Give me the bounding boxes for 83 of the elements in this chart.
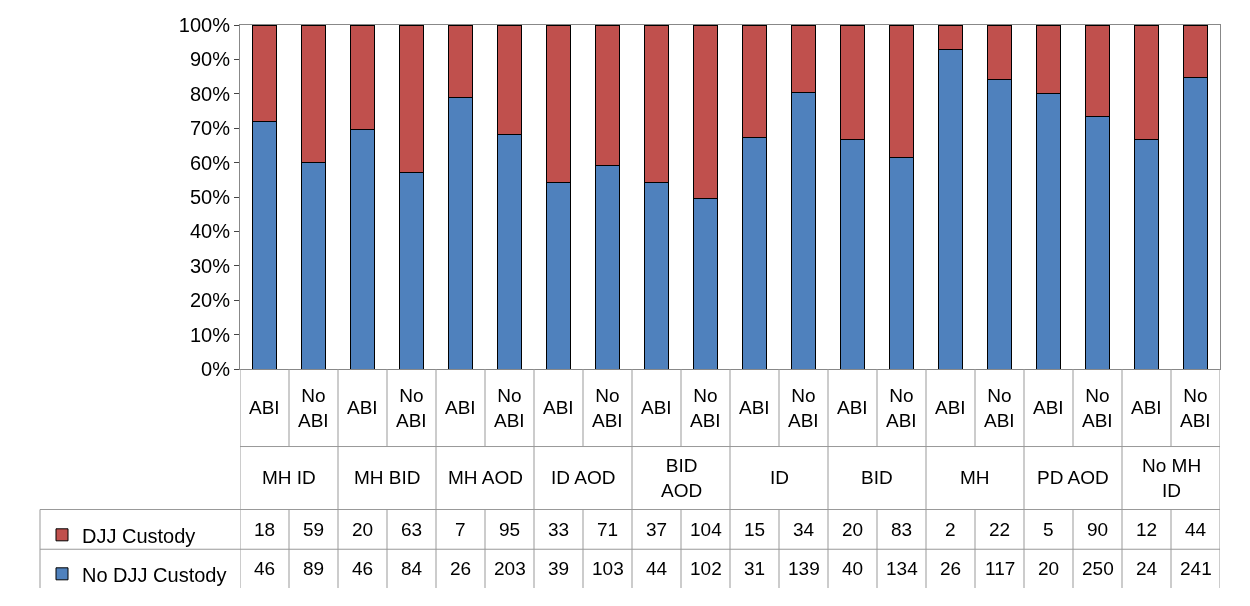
text: 31 [744, 558, 766, 579]
text: 103 [592, 558, 624, 579]
text: 46 [352, 558, 374, 579]
text: 84 [401, 558, 423, 579]
y-tick-label: 50% [189, 186, 231, 208]
text: MH AOD [448, 467, 523, 488]
text: 18 [254, 519, 276, 540]
text: PD AOD [1037, 467, 1109, 488]
y-tick-label: 30% [189, 254, 231, 277]
x-tick-label: No ABI [592, 385, 623, 431]
text: 104 [690, 519, 723, 540]
x-tick-label: No ABI [690, 385, 721, 431]
y-tick-label: 60% [189, 151, 231, 174]
text: 37 [646, 519, 668, 540]
text: 117 [985, 558, 1016, 579]
text: 33 [548, 519, 570, 540]
text: 20 [352, 519, 374, 540]
text: 203 [494, 558, 526, 579]
text: 139 [788, 558, 820, 579]
text: 24 [1136, 558, 1158, 579]
text: 134 [886, 558, 919, 579]
text: MH [960, 467, 990, 488]
text: 44 [646, 558, 668, 579]
text: 12 [1136, 519, 1158, 540]
x-tick-label: ABI [739, 397, 770, 418]
text: MH BID [354, 467, 421, 488]
x-tick-label: No ABI [886, 385, 917, 431]
text: 7 [455, 519, 466, 540]
text: BID AOD [661, 455, 703, 501]
y-tick-label: 10% [189, 323, 231, 346]
x-tick-label: ABI [347, 397, 378, 418]
y-tick-label: 0% [201, 358, 231, 380]
text: 26 [450, 558, 472, 579]
x-tick-label: ABI [543, 397, 574, 418]
text: 46 [254, 558, 276, 579]
text: 59 [303, 519, 325, 540]
x-tick-label: No ABI [1180, 385, 1211, 431]
x-tick-label: ABI [641, 397, 672, 418]
text: 26 [940, 558, 962, 579]
legend-label: No DJJ Custody [82, 563, 227, 586]
text: 63 [401, 519, 423, 540]
x-tick-label: No ABI [1082, 385, 1113, 431]
text: 95 [499, 519, 521, 540]
text: No MH ID [1142, 455, 1202, 501]
x-tick-label: ABI [445, 397, 476, 418]
y-tick-label: 20% [189, 289, 231, 312]
x-tick-label: ABI [935, 397, 966, 418]
legend-label: DJJ Custody [82, 524, 196, 547]
text: 40 [842, 558, 864, 579]
text: 89 [303, 558, 325, 579]
text: 83 [891, 519, 913, 540]
y-tick-label: 100% [178, 14, 231, 36]
text: 90 [1087, 519, 1109, 540]
text: 2 [945, 519, 956, 540]
x-tick-label: ABI [1033, 397, 1064, 418]
text: 22 [989, 519, 1011, 540]
text: 102 [690, 558, 722, 579]
text: MH ID [262, 467, 316, 488]
text: ID [770, 467, 789, 488]
y-tick-label: 70% [189, 117, 231, 140]
text: 44 [1185, 519, 1207, 540]
text: 250 [1082, 558, 1114, 579]
x-tick-label: No ABI [494, 385, 525, 431]
text: 20 [842, 519, 864, 540]
text: 34 [793, 519, 815, 540]
text: ID AOD [551, 467, 616, 488]
text: 39 [548, 558, 570, 579]
x-tick-label: ABI [837, 397, 868, 418]
text: BID [861, 467, 893, 488]
text: 20 [1038, 558, 1060, 579]
y-tick-label: 40% [189, 220, 231, 243]
y-tick-label: 80% [189, 82, 231, 105]
text: 241 [1180, 558, 1212, 579]
text: 5 [1043, 519, 1054, 540]
x-tick-label: No ABI [788, 385, 819, 431]
text: 71 [597, 519, 619, 540]
x-tick-label: No ABI [396, 385, 427, 431]
x-tick-label: ABI [249, 397, 280, 418]
x-tick-label: ABI [1131, 397, 1162, 418]
y-tick-label: 90% [189, 48, 231, 71]
x-tick-label: No ABI [298, 385, 329, 431]
x-tick-label: No ABI [984, 385, 1015, 431]
text: 15 [744, 519, 766, 540]
